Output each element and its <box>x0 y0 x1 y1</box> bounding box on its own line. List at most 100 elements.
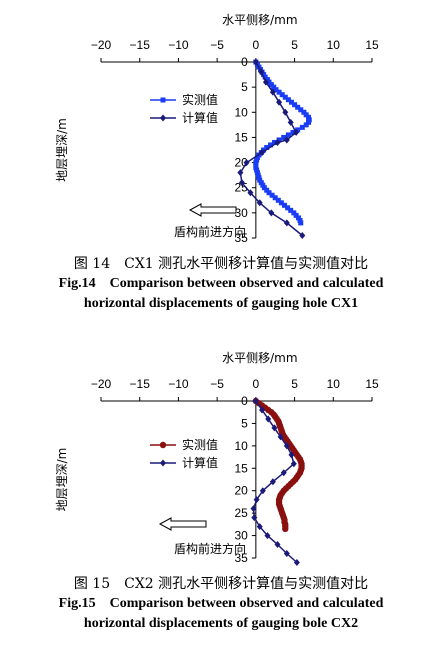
x-tick-label: 15 <box>365 38 379 52</box>
data-point <box>258 180 264 186</box>
data-point <box>283 442 290 450</box>
data-point <box>253 160 259 166</box>
direction-annotation: 盾构前进方向 <box>174 541 246 556</box>
data-point <box>254 155 260 161</box>
x-tick-label: −15 <box>130 38 151 52</box>
series-line-measured <box>255 61 311 224</box>
data-point <box>293 212 299 218</box>
legend-label: 实测值 <box>182 92 218 107</box>
data-point <box>254 170 260 176</box>
data-point <box>287 118 294 126</box>
y-axis-label: 地层埋深/m <box>55 118 69 182</box>
legend-label: 计算值 <box>182 110 218 125</box>
data-point <box>250 505 257 513</box>
data-point <box>261 185 267 191</box>
caption-cn: 图 14 CX1 测孔水平侧移计算值与实测值对比 <box>73 256 369 272</box>
data-point <box>264 77 270 83</box>
data-point <box>293 558 300 566</box>
data-point <box>268 82 274 88</box>
data-point <box>303 112 309 118</box>
data-point <box>256 523 263 531</box>
y-tick-label: 25 <box>234 506 248 520</box>
y-tick-label: 10 <box>234 105 248 119</box>
data-point <box>281 134 287 140</box>
chart-cx2: −20 −15 −10 −5 0 5 10 15 0 5 10 15 20 25 30 35 水平侧移/mm 地层… <box>55 351 379 566</box>
x-tick-label: 15 <box>365 377 379 391</box>
x-axis-label: 水平侧移/mm <box>222 13 297 27</box>
data-point <box>283 550 290 558</box>
y-tick-label: 0 <box>241 394 248 408</box>
data-point <box>283 136 290 144</box>
data-point <box>257 177 263 183</box>
y-tick-label: 35 <box>234 551 248 565</box>
y-tick-label: 25 <box>234 181 248 195</box>
data-point <box>285 205 291 211</box>
data-point <box>254 157 260 163</box>
data-point <box>252 58 259 66</box>
y-tick-label: 15 <box>234 130 248 144</box>
data-point <box>247 189 254 197</box>
data-point <box>266 190 272 196</box>
data-point <box>259 149 266 157</box>
direction-arrow-icon <box>188 203 237 217</box>
x-tick-label: −5 <box>210 377 224 391</box>
data-point <box>265 415 272 423</box>
data-point <box>282 525 289 533</box>
data-point <box>237 169 244 177</box>
data-point <box>285 132 291 138</box>
x-tick-label: 10 <box>327 377 341 391</box>
legend-marker <box>160 459 166 467</box>
legend-label: 计算值 <box>182 455 218 470</box>
data-point <box>272 195 278 201</box>
x-tick-label: 5 <box>291 377 298 391</box>
direction-arrow-icon <box>158 517 207 531</box>
data-point <box>298 107 304 113</box>
data-point <box>253 165 259 171</box>
x-tick-label: 0 <box>253 377 260 391</box>
data-point <box>298 220 304 226</box>
data-point <box>255 172 261 178</box>
data-point <box>262 74 268 80</box>
y-tick-label: 20 <box>234 484 248 498</box>
y-tick-label: 5 <box>241 80 248 94</box>
caption-cn: 图 15 CX2 测孔水平侧移计算值与实测值对比 <box>73 576 369 592</box>
data-point <box>285 97 291 103</box>
caption-en-line1: Fig.14 Comparison between observed and c… <box>58 276 384 291</box>
y-tick-label: 5 <box>241 416 248 430</box>
y-axis-label: 地层埋深/m <box>55 448 69 512</box>
data-point <box>258 68 265 76</box>
data-point <box>283 219 290 227</box>
data-point <box>295 104 301 110</box>
data-point <box>260 182 266 188</box>
data-point <box>274 138 281 146</box>
data-point <box>295 215 301 221</box>
data-point <box>251 514 258 522</box>
data-point <box>261 147 267 153</box>
legend-label: 实测值 <box>182 437 218 452</box>
data-point <box>268 142 274 148</box>
x-tick-label: 10 <box>327 38 341 52</box>
x-tick-label: −20 <box>91 38 112 52</box>
data-point <box>282 94 288 100</box>
data-point <box>293 128 300 136</box>
data-point <box>306 119 312 125</box>
data-point <box>238 179 245 187</box>
data-point <box>259 487 266 495</box>
y-tick-label: 0 <box>241 55 248 69</box>
data-point <box>256 199 263 207</box>
data-point <box>275 197 281 203</box>
data-point <box>274 541 281 549</box>
data-point <box>252 397 259 405</box>
data-point <box>256 175 262 181</box>
data-point <box>277 433 284 441</box>
data-point <box>301 109 307 115</box>
y-tick-label: 15 <box>234 461 248 475</box>
legend-marker <box>159 441 167 449</box>
data-point <box>290 129 296 135</box>
data-point <box>282 108 289 116</box>
data-point <box>276 98 283 106</box>
y-tick-label: 35 <box>234 231 248 245</box>
x-tick-label: −10 <box>168 38 189 52</box>
data-point <box>276 137 282 143</box>
data-point <box>253 162 259 168</box>
